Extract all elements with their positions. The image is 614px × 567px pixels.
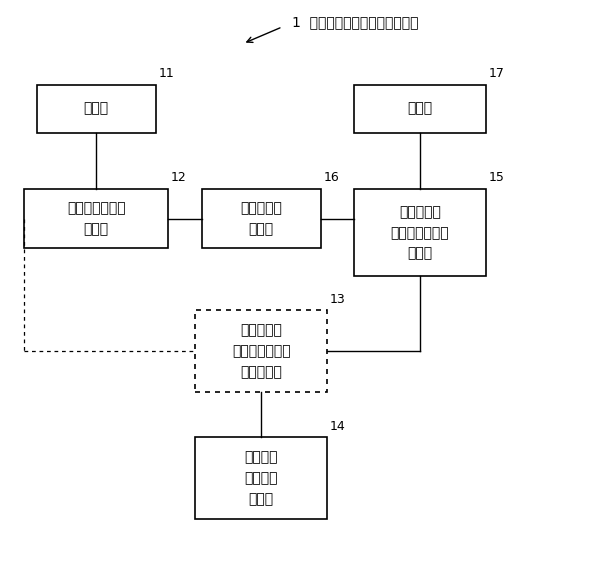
Text: 1  地上型衛星航法補強システム: 1 地上型衛星航法補強システム <box>292 15 418 29</box>
Text: 定期実行
エポック
記憶部: 定期実行 エポック 記憶部 <box>244 451 278 506</box>
Bar <box>201 189 321 248</box>
Text: 16: 16 <box>324 171 340 184</box>
Bar <box>354 84 486 133</box>
Text: ジオメトリ
スクリーニング
開始指示部: ジオメトリ スクリーニング 開始指示部 <box>232 324 290 379</box>
Text: ジオメトリ
記憶部: ジオメトリ 記憶部 <box>240 201 282 236</box>
Text: ジオメトリ変化
検出部: ジオメトリ変化 検出部 <box>67 201 125 236</box>
Bar <box>195 437 327 519</box>
Text: 14: 14 <box>330 420 346 433</box>
Bar <box>25 189 168 248</box>
Text: 15: 15 <box>489 171 505 184</box>
Text: 受信部: 受信部 <box>84 101 109 116</box>
Text: 12: 12 <box>171 171 187 184</box>
Text: 17: 17 <box>489 67 505 80</box>
Text: ジオメトリ
スクリーニング
処理部: ジオメトリ スクリーニング 処理部 <box>391 205 449 260</box>
Bar <box>354 189 486 277</box>
Text: 11: 11 <box>159 67 174 80</box>
Bar <box>195 310 327 392</box>
Text: 13: 13 <box>330 293 346 306</box>
Text: 送信部: 送信部 <box>408 101 433 116</box>
Bar <box>37 84 156 133</box>
